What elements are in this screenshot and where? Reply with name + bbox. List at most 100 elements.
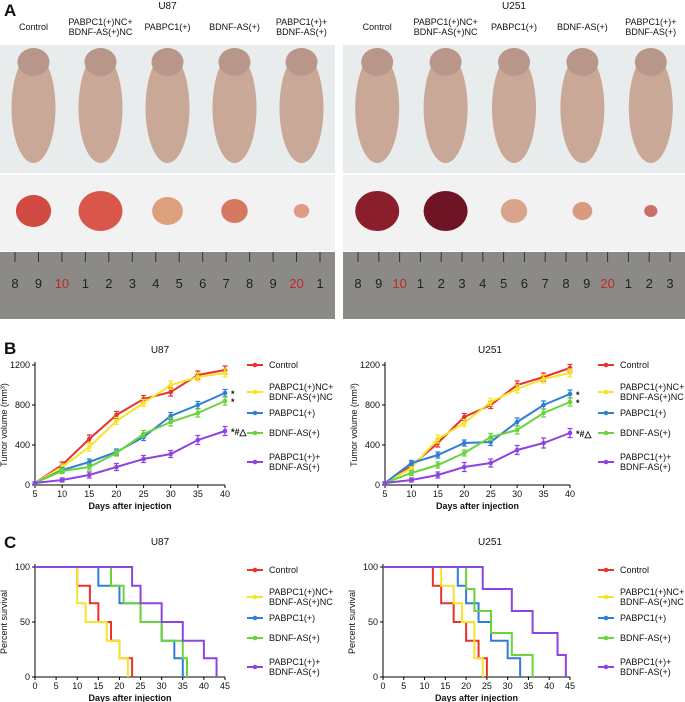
data-point: [141, 400, 146, 406]
tumor: [644, 205, 658, 217]
panel-label: B: [4, 339, 16, 358]
y-axis-label: Percent survival: [0, 590, 9, 654]
data-point: [168, 389, 174, 395]
legend-marker: [252, 615, 258, 621]
mouse: [78, 53, 123, 163]
data-point: [86, 444, 92, 450]
y-axis-label: Percent survival: [347, 590, 357, 654]
y-tick-label: 50: [368, 617, 378, 627]
data-point: [514, 427, 520, 433]
x-tick-label: 35: [539, 489, 549, 499]
series-line: [34, 372, 226, 484]
x-tick-label: 15: [440, 681, 450, 691]
photo-title: U87: [158, 1, 177, 12]
ruler-number: 1: [625, 276, 632, 291]
data-point: [461, 450, 467, 456]
data-point: [195, 402, 201, 408]
ruler-number: 9: [269, 276, 276, 291]
panel-label: C: [4, 533, 16, 552]
data-point: [141, 431, 146, 437]
mouse-head: [361, 48, 394, 76]
ruler-number: 1: [82, 276, 89, 291]
mouse: [355, 53, 400, 163]
chart-title: U87: [151, 537, 170, 548]
legend-entry: BDNF-AS(+): [269, 428, 320, 438]
data-point: [86, 464, 92, 470]
ruler-number: 20: [600, 276, 614, 291]
data-point: [541, 410, 546, 416]
group-label: BDNF-AS(+): [209, 22, 260, 32]
survival-curve: [35, 566, 134, 677]
y-tick-label: 0: [375, 480, 380, 490]
data-point: [222, 398, 228, 404]
data-point: [435, 436, 441, 442]
data-point: [195, 437, 201, 443]
data-point: [567, 370, 573, 376]
x-tick-label: 40: [199, 681, 209, 691]
legend-marker: [603, 615, 609, 621]
legend-entry: PABPC1(+)NC+ BDNF-AS(+)NC: [620, 587, 685, 607]
annotation: *: [576, 398, 580, 408]
data-point: [409, 460, 414, 466]
data-point: [86, 436, 92, 442]
x-axis-label: Days after injection: [435, 693, 518, 702]
x-tick-label: 5: [32, 489, 37, 499]
ruler-number: 5: [500, 276, 507, 291]
legend-entry: Control: [269, 360, 299, 370]
y-tick-label: 1200: [360, 360, 380, 370]
annotation: *#△: [231, 427, 248, 437]
ruler-number: 3: [458, 276, 465, 291]
group-label: Control: [362, 22, 392, 32]
x-tick-label: 20: [461, 681, 471, 691]
tumor: [78, 191, 123, 231]
y-tick-label: 0: [373, 672, 378, 682]
y-tick-label: 0: [25, 672, 30, 682]
data-point: [195, 410, 201, 416]
x-tick-label: 30: [503, 681, 513, 691]
y-axis-label: Tumor volume (mm³): [0, 383, 9, 467]
data-point: [461, 464, 467, 470]
data-point: [567, 399, 573, 405]
data-point: [222, 370, 228, 376]
y-tick-label: 800: [365, 400, 380, 410]
x-tick-label: 25: [139, 489, 149, 499]
series-line: [384, 432, 571, 484]
legend-marker: [603, 430, 609, 436]
data-point: [435, 452, 441, 458]
ruler-number: 8: [246, 276, 253, 291]
data-point: [168, 382, 174, 388]
data-point: [168, 413, 174, 419]
ruler-number: 10: [55, 276, 69, 291]
x-tick-label: 20: [459, 489, 469, 499]
legend-marker: [603, 567, 609, 573]
mouse: [11, 53, 56, 163]
annotation: *#△: [576, 429, 593, 439]
ruler-number: 9: [35, 276, 42, 291]
legend-marker: [252, 664, 258, 670]
chart-title: U251: [478, 345, 502, 356]
ruler-number: 2: [105, 276, 112, 291]
data-point: [195, 374, 201, 380]
legend-marker: [252, 389, 258, 395]
survival-curve: [383, 566, 522, 677]
group-label: PABPC1(+)+ BDNF-AS(+): [625, 17, 677, 37]
data-point: [86, 459, 92, 465]
annotation: *: [231, 397, 235, 407]
ruler-number: 8: [354, 276, 361, 291]
ruler-number: 9: [375, 276, 382, 291]
x-tick-label: 0: [32, 681, 37, 691]
legend-marker: [603, 389, 609, 395]
x-tick-label: 35: [178, 681, 188, 691]
ruler-number: 20: [289, 276, 303, 291]
ruler-number: 8: [562, 276, 569, 291]
ruler: [343, 252, 685, 319]
tumor: [15, 195, 52, 227]
ruler-number: 4: [479, 276, 486, 291]
ruler-number: 4: [152, 276, 159, 291]
group-label: PABPC1(+): [490, 22, 538, 32]
legend-marker: [252, 362, 258, 368]
data-point: [168, 451, 174, 457]
legend-marker: [252, 459, 258, 465]
data-point: [488, 434, 494, 440]
